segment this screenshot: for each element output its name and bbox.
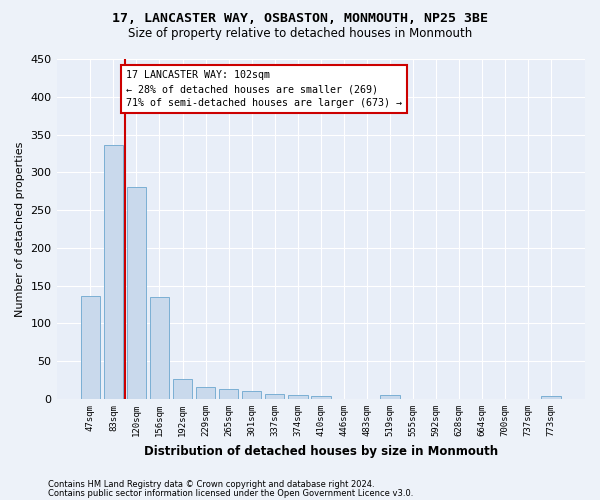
Text: 17 LANCASTER WAY: 102sqm
← 28% of detached houses are smaller (269)
71% of semi-: 17 LANCASTER WAY: 102sqm ← 28% of detach… bbox=[126, 70, 402, 108]
Text: Contains HM Land Registry data © Crown copyright and database right 2024.: Contains HM Land Registry data © Crown c… bbox=[48, 480, 374, 489]
Bar bbox=[80, 296, 100, 399]
X-axis label: Distribution of detached houses by size in Monmouth: Distribution of detached houses by size … bbox=[144, 444, 498, 458]
Bar bbox=[173, 378, 193, 399]
Text: 17, LANCASTER WAY, OSBASTON, MONMOUTH, NP25 3BE: 17, LANCASTER WAY, OSBASTON, MONMOUTH, N… bbox=[112, 12, 488, 26]
Bar bbox=[242, 392, 262, 399]
Bar bbox=[127, 186, 146, 399]
Bar bbox=[219, 389, 238, 399]
Bar bbox=[288, 396, 308, 399]
Bar bbox=[311, 396, 331, 399]
Bar bbox=[541, 396, 561, 399]
Text: Contains public sector information licensed under the Open Government Licence v3: Contains public sector information licen… bbox=[48, 488, 413, 498]
Bar bbox=[196, 387, 215, 399]
Bar bbox=[149, 297, 169, 399]
Text: Size of property relative to detached houses in Monmouth: Size of property relative to detached ho… bbox=[128, 28, 472, 40]
Bar bbox=[380, 396, 400, 399]
Bar bbox=[104, 145, 123, 399]
Y-axis label: Number of detached properties: Number of detached properties bbox=[15, 142, 25, 316]
Bar bbox=[265, 394, 284, 399]
